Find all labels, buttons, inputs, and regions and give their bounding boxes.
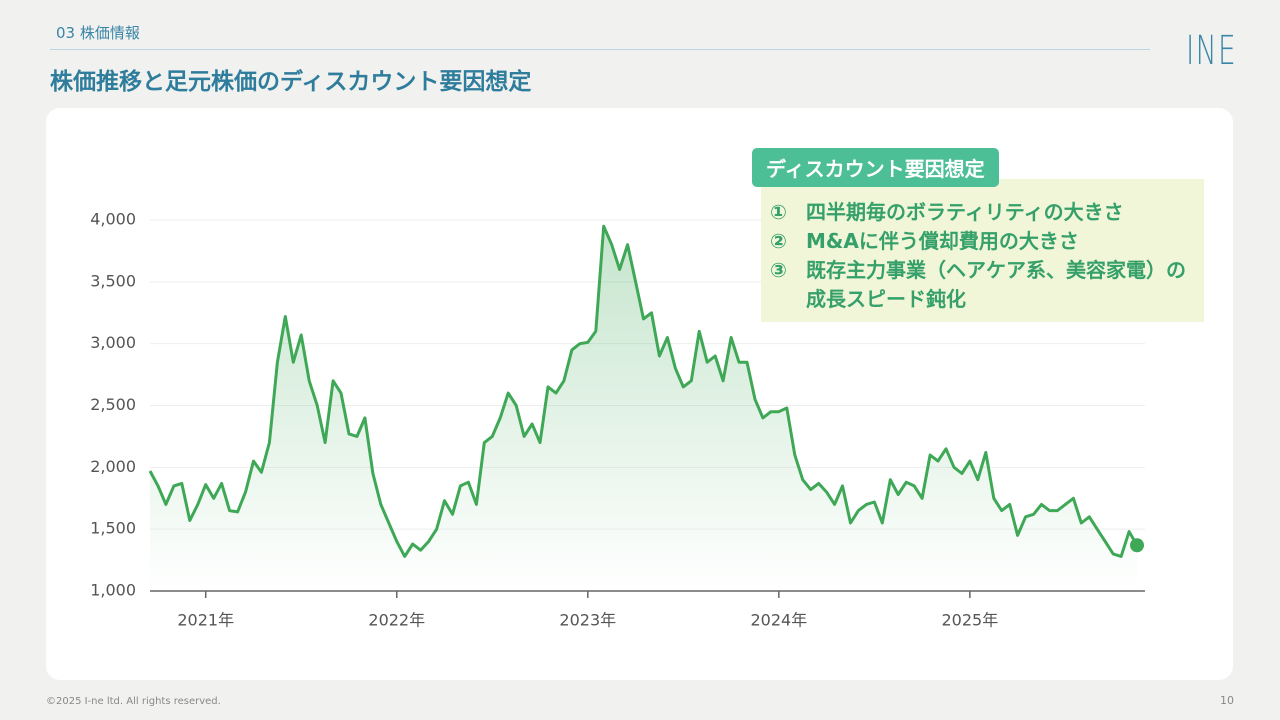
- header-rule: [50, 49, 1150, 50]
- y-tick-label: 1,500: [90, 519, 136, 538]
- section-label: 03 株価情報: [56, 24, 140, 42]
- item-marker: ②: [770, 229, 787, 253]
- x-tick-label: 2023年: [559, 611, 616, 630]
- price-line: [148, 224, 1139, 558]
- y-tick-label: 4,000: [90, 210, 136, 229]
- item-marker: ①: [770, 200, 787, 224]
- y-tick-label: 3,000: [90, 333, 136, 352]
- area: [150, 226, 1138, 591]
- y-tick-label: 2,000: [90, 457, 136, 476]
- callout-items: ① 四半期毎のボラティリティの大きさ ② M&Aに伴う償却費用の大きさ ③ 既存主力事…: [770, 198, 1200, 314]
- y-tick-label: 1,000: [90, 581, 136, 600]
- y-tick-label: 3,500: [90, 271, 136, 290]
- item-marker: ③: [770, 258, 787, 282]
- logo: INE: [1186, 28, 1238, 74]
- item-text: M&Aに伴う償却費用の大きさ: [806, 229, 1079, 253]
- callout-heading: ディスカウント要因想定: [752, 148, 999, 187]
- last-point: [1130, 538, 1145, 553]
- item-text: 四半期毎のボラティリティの大きさ: [806, 200, 1124, 224]
- callout-box: [761, 179, 1204, 322]
- page-number: 10: [1220, 694, 1234, 707]
- x-tick-label: 2022年: [368, 611, 425, 630]
- x-tick-label: 2021年: [177, 611, 234, 630]
- callout-item: ② M&Aに伴う償却費用の大きさ: [770, 227, 1200, 256]
- slide-title: 株価推移と足元株価のディスカウント要因想定: [50, 69, 532, 95]
- callout-item: ① 四半期毎のボラティリティの大きさ: [770, 198, 1200, 227]
- x-tick-label: 2024年: [750, 611, 807, 630]
- copyright: ©2025 I-ne ltd. All rights reserved.: [46, 696, 221, 707]
- x-tick-label: 2025年: [942, 611, 999, 630]
- callout-item: ③ 既存主力事業（ヘアケア系、美容家電）の成長スピード鈍化: [770, 256, 1200, 314]
- y-tick-label: 2,500: [90, 395, 136, 414]
- item-text: 既存主力事業（ヘアケア系、美容家電）の成長スピード鈍化: [806, 258, 1186, 311]
